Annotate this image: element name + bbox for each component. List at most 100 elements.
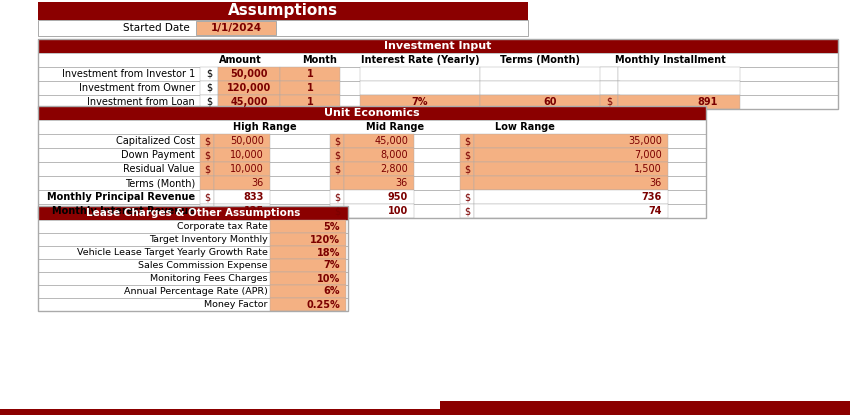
Bar	[38, 148, 706, 162]
Text: Interest Rate (Yearly): Interest Rate (Yearly)	[360, 55, 479, 65]
Bar	[38, 39, 838, 109]
Text: Corporate tax Rate: Corporate tax Rate	[178, 222, 268, 231]
Bar	[280, 67, 340, 81]
Bar	[460, 176, 474, 190]
Bar	[330, 176, 344, 190]
Bar	[330, 162, 344, 176]
Bar	[38, 67, 838, 81]
Text: 100: 100	[388, 206, 408, 216]
Bar	[214, 190, 270, 204]
Text: 60: 60	[543, 97, 557, 107]
Text: Sales Commission Expense: Sales Commission Expense	[139, 261, 268, 270]
Bar	[618, 81, 740, 95]
Text: Target Inventory Monthly: Target Inventory Monthly	[150, 235, 268, 244]
Bar	[38, 39, 838, 53]
Text: 10,000: 10,000	[230, 164, 264, 174]
Bar	[200, 134, 214, 148]
Bar	[460, 190, 474, 204]
Bar	[38, 285, 348, 298]
Bar	[600, 95, 618, 109]
Bar	[38, 233, 348, 246]
Bar	[218, 95, 280, 109]
Bar	[0, 409, 850, 415]
Text: 2,800: 2,800	[380, 164, 408, 174]
Bar	[200, 67, 218, 81]
Text: 10,000: 10,000	[230, 150, 264, 160]
Bar	[200, 81, 218, 95]
Bar	[460, 148, 474, 162]
Bar	[480, 95, 620, 109]
Text: $: $	[206, 97, 212, 107]
Text: $: $	[606, 97, 612, 107]
Text: 120%: 120%	[310, 234, 340, 244]
Bar	[38, 190, 706, 204]
Bar	[38, 53, 838, 67]
Bar	[360, 95, 480, 109]
Bar	[38, 106, 706, 120]
Text: Annual Percentage Rate (APR): Annual Percentage Rate (APR)	[124, 287, 268, 296]
Bar	[214, 176, 270, 190]
Text: Money Factor: Money Factor	[205, 300, 268, 309]
Bar	[270, 220, 346, 233]
Bar	[38, 176, 706, 190]
Text: 50,000: 50,000	[230, 69, 268, 79]
Text: 36: 36	[396, 178, 408, 188]
Text: Terms (Month): Terms (Month)	[125, 178, 195, 188]
Text: 950: 950	[388, 192, 408, 202]
Text: $: $	[464, 164, 470, 174]
Text: 1: 1	[307, 97, 314, 107]
Text: 6%: 6%	[324, 286, 340, 296]
Text: High Range: High Range	[233, 122, 297, 132]
Bar	[38, 298, 348, 311]
Bar	[270, 246, 346, 259]
Text: 36: 36	[649, 178, 662, 188]
Text: 45,000: 45,000	[374, 136, 408, 146]
Text: 7%: 7%	[411, 97, 428, 107]
Bar	[480, 81, 620, 95]
Text: $: $	[204, 150, 210, 160]
Bar	[474, 162, 668, 176]
Bar	[280, 81, 340, 95]
Text: Started Date: Started Date	[123, 23, 190, 33]
Bar	[280, 95, 340, 109]
Bar	[196, 21, 276, 35]
Text: Monthly Principal Revenue: Monthly Principal Revenue	[47, 192, 195, 202]
Bar	[38, 120, 706, 134]
Text: Investment from Investor 1: Investment from Investor 1	[62, 69, 195, 79]
Bar	[200, 162, 214, 176]
Text: Assumptions: Assumptions	[228, 3, 338, 19]
Text: 7,000: 7,000	[634, 150, 662, 160]
Bar	[270, 285, 346, 298]
Bar	[200, 148, 214, 162]
Bar	[344, 134, 414, 148]
Bar	[218, 67, 280, 81]
Bar	[38, 206, 348, 220]
Bar	[214, 148, 270, 162]
Bar	[218, 81, 280, 95]
Text: $: $	[204, 206, 210, 216]
Text: 0.25%: 0.25%	[306, 300, 340, 310]
Bar	[38, 246, 348, 259]
Bar	[474, 204, 668, 218]
Text: 50,000: 50,000	[230, 136, 264, 146]
Text: Monthly Interest Revenue: Monthly Interest Revenue	[52, 206, 195, 216]
Bar	[330, 148, 344, 162]
Text: Capitalized Cost: Capitalized Cost	[116, 136, 195, 146]
Bar	[38, 106, 706, 218]
Text: Month: Month	[303, 55, 337, 65]
Bar	[38, 272, 348, 285]
Text: 45,000: 45,000	[230, 97, 268, 107]
Bar	[38, 206, 348, 311]
Bar	[474, 176, 668, 190]
Bar	[38, 95, 838, 109]
Bar	[38, 81, 838, 95]
Bar	[270, 259, 346, 272]
Bar	[38, 204, 706, 218]
Text: Investment from Loan: Investment from Loan	[88, 97, 195, 107]
Bar	[200, 176, 214, 190]
Text: $: $	[204, 192, 210, 202]
Text: $: $	[204, 164, 210, 174]
Text: 5%: 5%	[324, 222, 340, 232]
Text: $: $	[206, 69, 212, 79]
Bar	[214, 162, 270, 176]
